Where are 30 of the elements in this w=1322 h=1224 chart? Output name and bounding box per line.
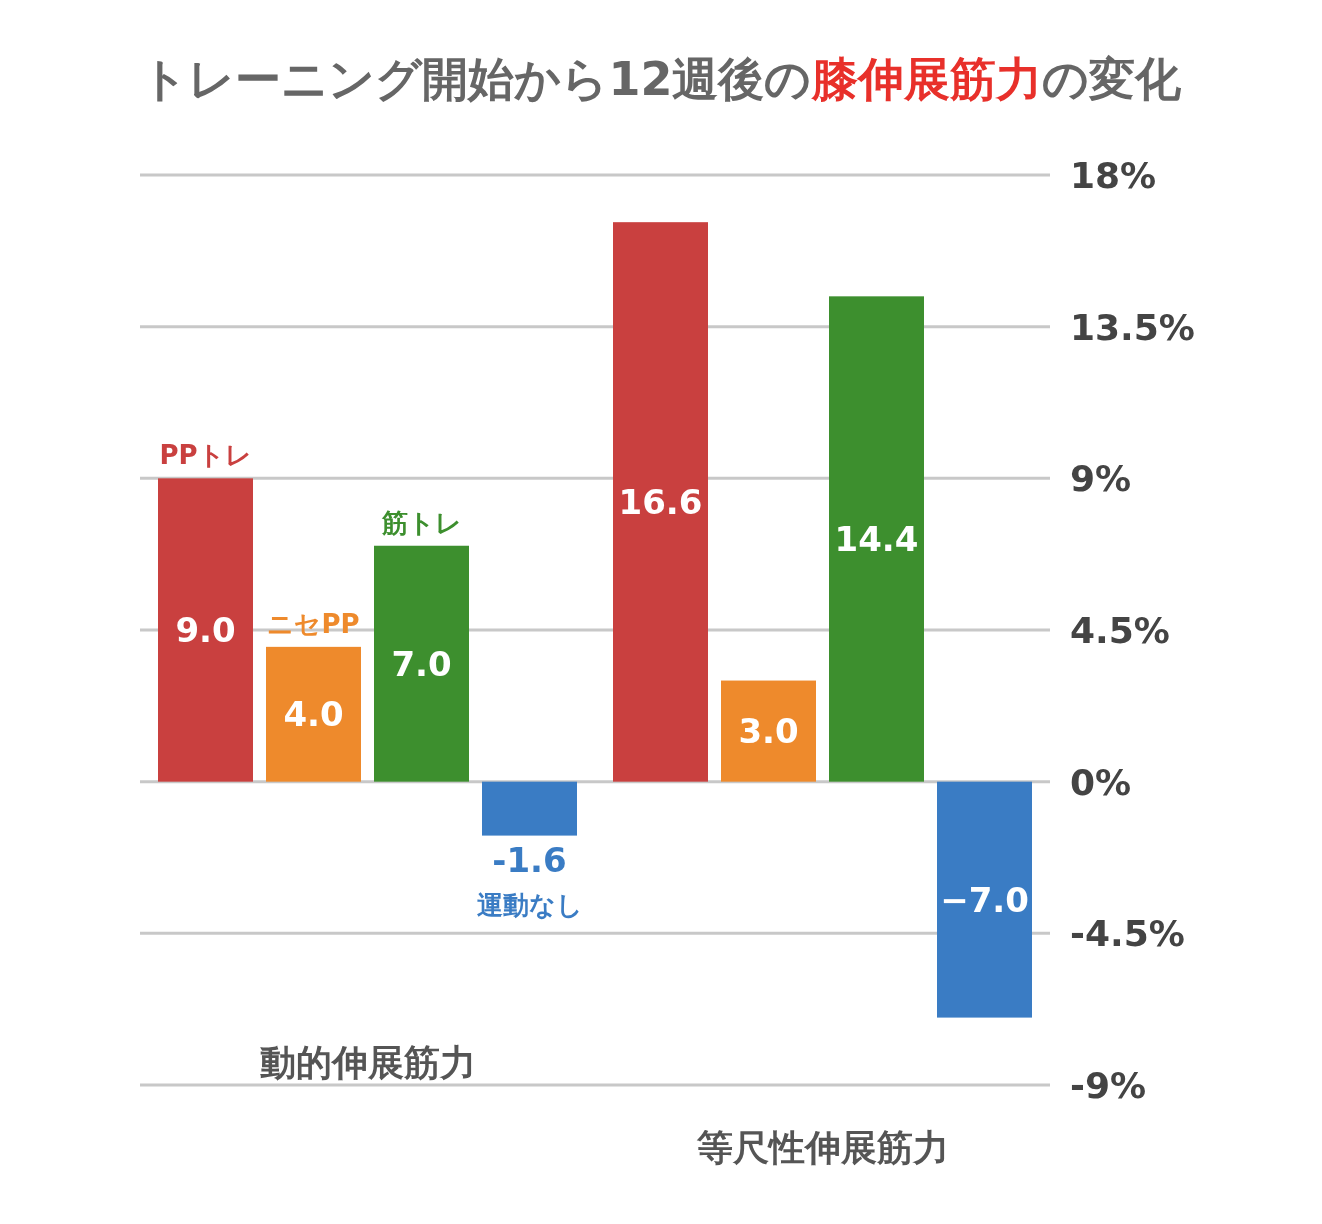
data-label: 4.0 (283, 694, 344, 735)
y-tick-label: 13.5% (1070, 306, 1195, 348)
y-tick-label: 18% (1070, 155, 1157, 196)
data-label: 14.4 (834, 519, 919, 559)
y-tick-label: -9% (1070, 1065, 1147, 1106)
series-label: PPトレ (159, 440, 252, 471)
x-tick-label: 等尺性伸展筋力 (695, 1127, 949, 1168)
data-label: 3.0 (738, 711, 799, 752)
x-tick-label: 動的伸展筋力 (259, 1042, 476, 1083)
bar (158, 478, 253, 782)
y-tick-label: 9% (1070, 458, 1132, 500)
series-label: ニセPP (267, 608, 360, 639)
series-label: 筋トレ (380, 507, 462, 538)
bar (937, 781, 1032, 1018)
data-label: −7.0 (940, 879, 1029, 920)
data-label: 9.0 (175, 610, 236, 650)
data-label: -1.6 (492, 839, 567, 880)
bar (482, 781, 577, 836)
bar (613, 222, 708, 782)
text: 運動なし (476, 889, 583, 920)
bar (266, 646, 361, 782)
bar (721, 680, 816, 782)
bar (374, 545, 469, 782)
chart-title: トレーニング開始から12週後の膝伸展筋力の変化 (141, 52, 1182, 106)
y-tick-label: 4.5% (1070, 610, 1170, 651)
y-tick-label: -4.5% (1070, 913, 1185, 955)
data-label: 16.6 (618, 481, 703, 522)
y-tick-label: 0% (1070, 761, 1132, 803)
data-label: 7.0 (391, 643, 452, 684)
bar (829, 296, 924, 782)
